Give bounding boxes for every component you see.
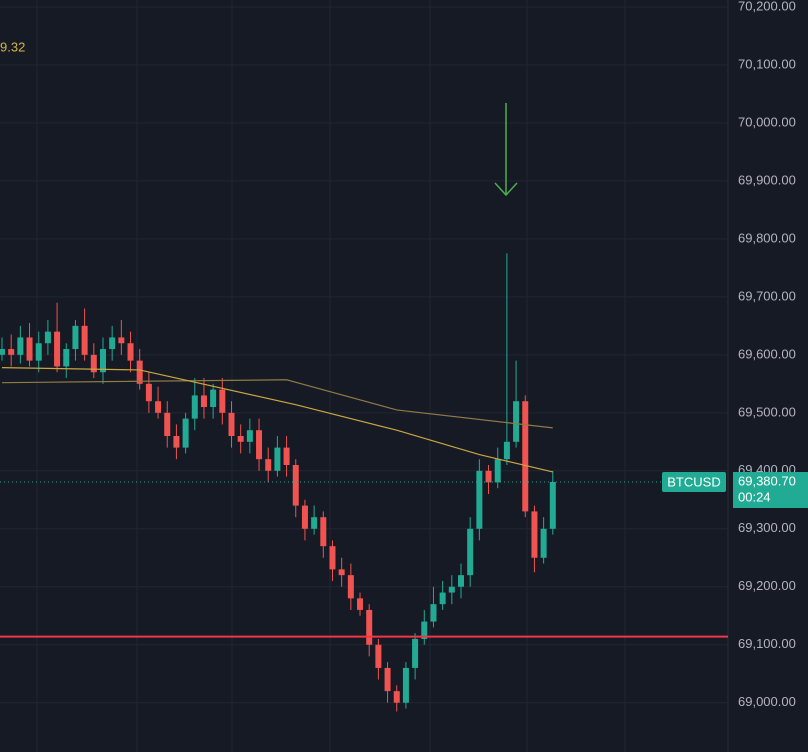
symbol-badge <box>662 471 726 492</box>
candle-body <box>421 621 428 639</box>
candle-body <box>458 575 464 587</box>
candle-body <box>63 349 70 367</box>
labels: 70,200.00 70,100.00 70,000.00 69,900.00 69,8… <box>662 0 808 709</box>
last-price-label: 69,380.70 <box>738 473 796 488</box>
candle-body <box>503 441 510 460</box>
candle-body <box>522 401 529 512</box>
candle-body <box>228 412 235 437</box>
candle-body <box>338 569 345 576</box>
arrow-annotation <box>494 103 518 197</box>
candle-body <box>173 436 180 448</box>
candle-body <box>375 644 382 668</box>
candle-body <box>549 481 556 529</box>
candle-body <box>347 575 354 599</box>
candle-body <box>246 430 253 442</box>
candle-body <box>476 470 483 529</box>
countdown-label: 00:24 <box>738 489 771 504</box>
candle-body <box>467 528 474 576</box>
moving-average <box>1 366 553 473</box>
candle-body <box>265 459 272 471</box>
candle-body <box>72 325 79 350</box>
y-tick-label: 69,000.00 <box>738 694 796 709</box>
candle-body <box>44 331 51 344</box>
y-tick-label: 69,100.00 <box>738 636 796 651</box>
candle-body <box>283 447 290 465</box>
candle-body <box>237 436 244 442</box>
candle-body <box>127 343 134 361</box>
legend-fragment: 9.32 <box>0 39 25 54</box>
candle-body <box>329 546 336 570</box>
candle-body <box>274 447 281 471</box>
candle-body <box>17 337 24 355</box>
candle-body <box>513 401 520 442</box>
grid <box>0 6 728 704</box>
candle-body <box>292 464 299 506</box>
candle-body <box>219 389 226 413</box>
candle-body <box>430 604 437 622</box>
candle-body <box>485 470 492 483</box>
symbol-label: BTCUSD <box>667 474 720 489</box>
candle-body <box>210 389 217 408</box>
candle-body <box>54 331 61 367</box>
candle-body <box>393 691 400 703</box>
candle-body <box>311 517 318 529</box>
candle-body <box>90 354 97 373</box>
candle-body <box>357 598 364 610</box>
candle-body <box>136 360 143 384</box>
y-tick-label: 69,800.00 <box>738 230 796 245</box>
y-tick-label: 69,700.00 <box>738 288 796 303</box>
candle-body <box>8 349 15 355</box>
vertical-grid <box>36 0 626 752</box>
moving-average <box>1 379 553 429</box>
candle-body <box>531 511 538 558</box>
candle-body <box>256 430 263 460</box>
candle-body <box>145 383 152 402</box>
candle-body <box>155 401 162 413</box>
candle-body <box>320 517 327 547</box>
candle-body <box>35 343 42 361</box>
candle-body <box>164 412 171 437</box>
candle-body <box>182 418 189 448</box>
candle-body <box>200 395 207 408</box>
y-tick-label: 70,200.00 <box>738 0 796 13</box>
candle-body <box>540 528 547 558</box>
candle-body <box>301 505 308 529</box>
candle-body <box>191 395 198 419</box>
candle-body <box>99 349 106 373</box>
y-tick-label: 69,600.00 <box>738 346 796 361</box>
candle-body <box>0 349 5 355</box>
candle-body <box>81 325 88 355</box>
y-tick-label: 70,000.00 <box>738 114 796 129</box>
candle-body <box>366 609 373 645</box>
y-tick-label: 69,500.00 <box>738 404 796 419</box>
y-tick-label: 69,300.00 <box>738 520 796 535</box>
candle-body <box>26 337 33 361</box>
candle-body <box>439 592 446 605</box>
y-tick-label: 70,100.00 <box>738 56 796 71</box>
candle-body <box>412 638 419 668</box>
candle-body <box>109 337 116 350</box>
price-badge <box>733 471 808 508</box>
plot <box>0 253 728 712</box>
candle-body <box>384 667 391 692</box>
candle-body <box>402 667 409 703</box>
y-tick-label: 69,900.00 <box>738 172 796 187</box>
y-tick-label: 69,200.00 <box>738 578 796 593</box>
candle-body <box>118 337 125 344</box>
candle-body <box>494 459 501 483</box>
candle-body <box>448 586 455 593</box>
